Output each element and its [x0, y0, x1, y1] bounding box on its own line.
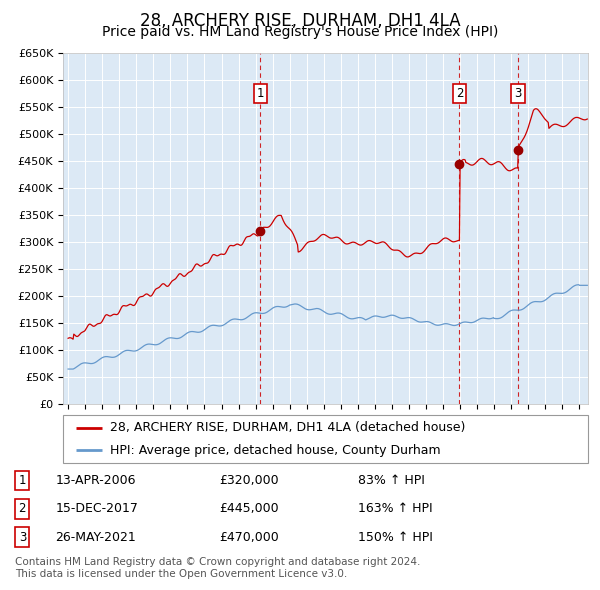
Text: 3: 3 — [514, 87, 522, 100]
Text: This data is licensed under the Open Government Licence v3.0.: This data is licensed under the Open Gov… — [15, 569, 347, 579]
Text: Contains HM Land Registry data © Crown copyright and database right 2024.: Contains HM Land Registry data © Crown c… — [15, 557, 421, 567]
FancyBboxPatch shape — [63, 415, 588, 463]
Text: 28, ARCHERY RISE, DURHAM, DH1 4LA (detached house): 28, ARCHERY RISE, DURHAM, DH1 4LA (detac… — [110, 421, 466, 434]
Text: 1: 1 — [19, 474, 26, 487]
Text: HPI: Average price, detached house, County Durham: HPI: Average price, detached house, Coun… — [110, 444, 441, 457]
Text: Price paid vs. HM Land Registry's House Price Index (HPI): Price paid vs. HM Land Registry's House … — [102, 25, 498, 39]
Text: 163% ↑ HPI: 163% ↑ HPI — [358, 502, 432, 516]
Text: 150% ↑ HPI: 150% ↑ HPI — [358, 530, 433, 543]
Text: 15-DEC-2017: 15-DEC-2017 — [55, 502, 138, 516]
Text: £320,000: £320,000 — [220, 474, 279, 487]
Text: 28, ARCHERY RISE, DURHAM, DH1 4LA: 28, ARCHERY RISE, DURHAM, DH1 4LA — [140, 12, 460, 30]
Text: 26-MAY-2021: 26-MAY-2021 — [55, 530, 136, 543]
Text: £445,000: £445,000 — [220, 502, 279, 516]
Text: 2: 2 — [19, 502, 26, 516]
Text: £470,000: £470,000 — [220, 530, 279, 543]
Text: 13-APR-2006: 13-APR-2006 — [55, 474, 136, 487]
Text: 3: 3 — [19, 530, 26, 543]
Text: 1: 1 — [257, 87, 264, 100]
Text: 2: 2 — [456, 87, 463, 100]
Text: 83% ↑ HPI: 83% ↑ HPI — [358, 474, 424, 487]
